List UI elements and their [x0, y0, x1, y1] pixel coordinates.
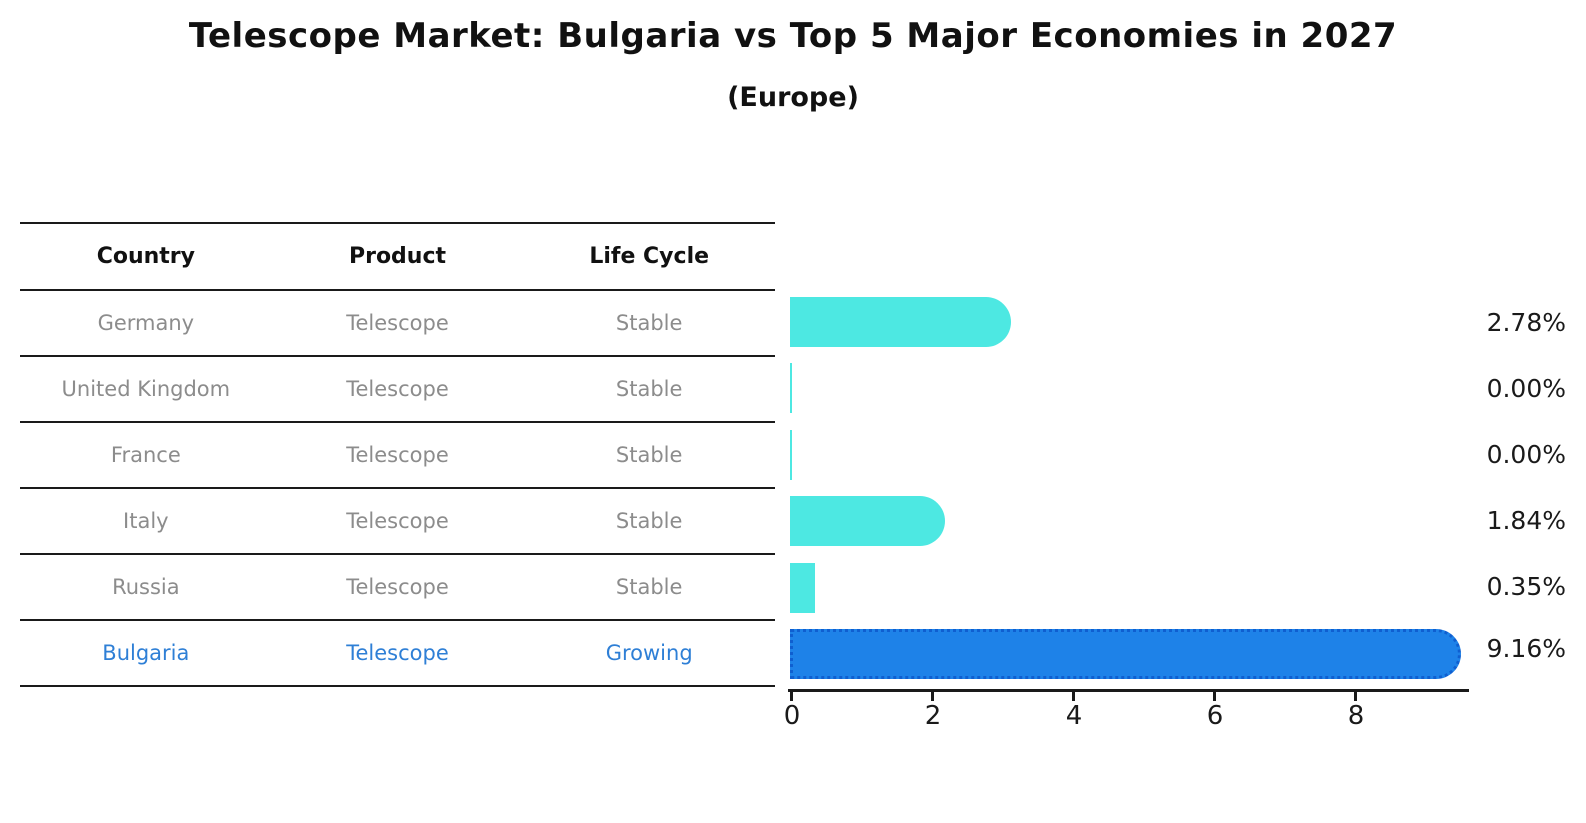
x-axis-tick-label: 6 [1206, 701, 1224, 731]
value-label-russia: 0.35% [1486, 572, 1566, 601]
country-table: Country Product Life Cycle Germany Teles… [20, 222, 775, 687]
x-axis-tick-label: 0 [783, 701, 801, 731]
table-row: Russia Telescope Stable [20, 555, 775, 621]
cell-country: France [110, 443, 181, 467]
cell-country: Russia [112, 575, 180, 599]
cell-life-cycle: Growing [605, 641, 693, 665]
cell-life-cycle: Stable [615, 377, 683, 401]
cell-product: Telescope [346, 641, 449, 665]
bar-germany [790, 297, 1011, 347]
cell-life-cycle: Stable [615, 311, 683, 335]
cell-country: United Kingdom [61, 377, 231, 401]
cell-country: Italy [123, 509, 169, 533]
cell-country: Bulgaria [102, 641, 190, 665]
column-header-life-cycle: Life Cycle [589, 244, 710, 269]
bar-france [790, 430, 792, 480]
cell-life-cycle: Stable [615, 509, 683, 533]
column-header-product: Product [348, 244, 447, 269]
x-axis-tick [1354, 691, 1357, 701]
table-row: France Telescope Stable [20, 423, 775, 489]
bar-italy [790, 496, 945, 546]
value-label-italy: 1.84% [1486, 506, 1566, 535]
x-axis-tick [931, 691, 934, 701]
chart-subtitle: (Europe) [727, 82, 859, 113]
value-label-united-kingdom: 0.00% [1486, 374, 1566, 403]
chart-title: Telescope Market: Bulgaria vs Top 5 Majo… [188, 16, 1398, 56]
x-axis-tick [1072, 691, 1075, 701]
value-label-germany: 2.78% [1486, 308, 1566, 337]
table-row: Italy Telescope Stable [20, 489, 775, 555]
cell-product: Telescope [346, 311, 449, 335]
cell-life-cycle: Stable [615, 443, 683, 467]
bar-united-kingdom [790, 363, 792, 413]
cell-country: Germany [97, 311, 195, 335]
cell-product: Telescope [346, 443, 449, 467]
value-label-france: 0.00% [1486, 440, 1566, 469]
table-row: United Kingdom Telescope Stable [20, 357, 775, 423]
table-row: Germany Telescope Stable [20, 291, 775, 357]
x-axis-tick-label: 4 [1065, 701, 1083, 731]
cell-life-cycle: Stable [615, 575, 683, 599]
value-label-bulgaria: 9.16% [1486, 634, 1566, 663]
column-header-country: Country [96, 244, 195, 269]
x-axis-tick-label: 2 [924, 701, 942, 731]
bar-russia [790, 563, 815, 613]
cell-product: Telescope [346, 377, 449, 401]
cell-product: Telescope [346, 575, 449, 599]
bar-bulgaria-highlighted [790, 629, 1461, 679]
table-row-bulgaria-highlight: Bulgaria Telescope Growing [20, 621, 775, 687]
x-axis-tick [1213, 691, 1216, 701]
cell-product: Telescope [346, 509, 449, 533]
x-axis-tick [790, 691, 793, 701]
table-header-row: Country Product Life Cycle [20, 224, 775, 291]
x-axis-tick-label: 8 [1347, 701, 1365, 731]
x-axis-line [788, 689, 1469, 692]
